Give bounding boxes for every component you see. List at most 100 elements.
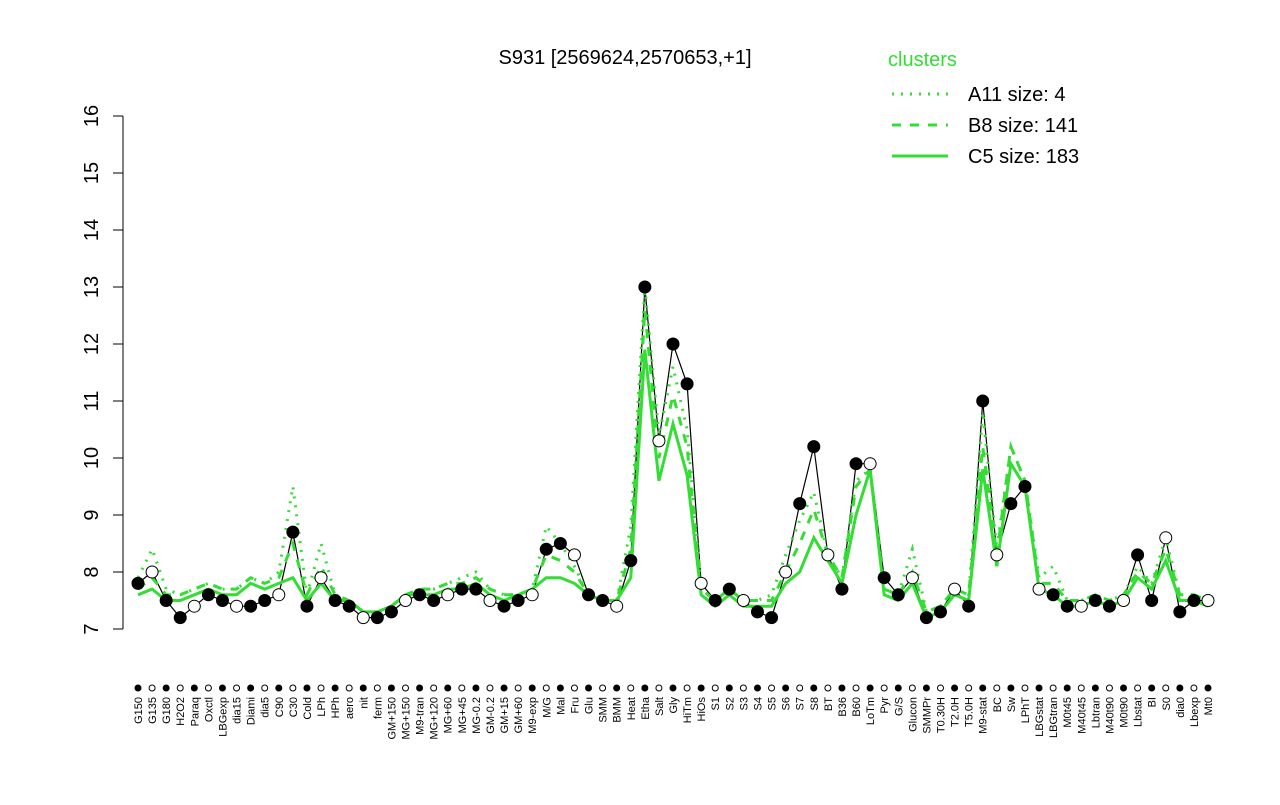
data-point <box>765 611 779 625</box>
data-point <box>821 548 835 562</box>
data-point <box>525 588 539 602</box>
x-marker <box>134 684 142 692</box>
x-tick-label: BMM <box>612 697 624 723</box>
x-tick-label: S1 <box>710 697 722 710</box>
x-tick-label: T5.0H <box>964 697 976 727</box>
x-tick-label: BC <box>992 697 1004 712</box>
x-marker <box>289 684 297 692</box>
data-point <box>736 594 750 607</box>
x-tick-label: S3 <box>738 697 750 710</box>
x-marker <box>655 684 663 692</box>
x-marker <box>641 684 649 692</box>
data-point <box>215 594 229 607</box>
x-marker <box>894 684 902 692</box>
x-tick-label: M9-exp <box>527 697 539 734</box>
x-tick-label: M/G <box>541 697 553 718</box>
x-marker <box>739 684 747 692</box>
x-marker <box>247 684 255 692</box>
x-marker <box>472 684 480 692</box>
data-point <box>413 588 427 602</box>
x-tick-label: SMM <box>598 697 610 723</box>
data-point <box>173 611 187 625</box>
data-point <box>1088 594 1102 607</box>
x-tick-label: H2O2 <box>175 697 187 726</box>
x-marker <box>402 684 409 692</box>
x-tick-label: S0 <box>1161 697 1173 710</box>
x-tick-label: G/S <box>893 697 905 716</box>
x-tick-label: G135 <box>147 697 159 724</box>
x-marker <box>1077 684 1085 692</box>
x-marker <box>810 684 818 692</box>
data-point <box>370 611 384 625</box>
data-point <box>652 434 666 448</box>
data-point <box>399 594 412 607</box>
data-point <box>708 594 722 607</box>
x-tick-label: Gly <box>668 697 680 714</box>
x-marker <box>697 684 705 692</box>
x-marker <box>345 684 353 692</box>
x-marker <box>1035 684 1043 692</box>
x-marker <box>782 684 790 692</box>
data-point <box>680 377 694 391</box>
data-point <box>849 457 863 471</box>
chart-title: S931 [2569624,2570653,+1] <box>498 47 751 69</box>
x-tick-label: MG+150 <box>401 697 413 740</box>
cluster-line <box>137 309 1209 614</box>
data-point <box>145 565 159 579</box>
x-marker <box>1204 684 1212 692</box>
y-tick-label: 7 <box>81 623 103 634</box>
x-marker <box>1162 684 1170 692</box>
data-point <box>553 537 567 550</box>
data-point <box>863 457 877 471</box>
data-point <box>1102 599 1116 613</box>
x-tick-label: BT <box>823 697 835 711</box>
x-tick-label: S6 <box>781 697 793 710</box>
data-point <box>779 565 793 579</box>
x-marker <box>852 684 860 692</box>
x-marker <box>1176 684 1184 692</box>
x-marker <box>1134 684 1142 692</box>
x-tick-label: LPh <box>316 697 328 717</box>
data-point <box>835 582 849 596</box>
data-point <box>384 605 398 619</box>
x-tick-label: Paraq <box>189 697 201 726</box>
data-point <box>976 394 990 408</box>
x-marker <box>613 684 621 692</box>
x-tick-label: C30 <box>288 697 300 717</box>
x-marker <box>1007 684 1015 692</box>
x-tick-label: LoTm <box>865 697 877 725</box>
x-marker <box>218 684 226 692</box>
data-point <box>272 588 286 602</box>
x-marker <box>556 684 564 692</box>
x-marker <box>866 684 874 692</box>
data-point <box>258 594 272 607</box>
data-point <box>1145 594 1159 607</box>
x-tick-label: Oxctl <box>203 697 215 722</box>
x-tick-label: Fru <box>569 697 581 714</box>
data-point <box>807 440 821 454</box>
y-tick-label: 12 <box>81 333 103 355</box>
y-tick-label: 14 <box>81 219 103 241</box>
x-marker <box>599 684 607 692</box>
data-point <box>610 599 624 613</box>
data-point <box>455 582 469 596</box>
x-marker <box>1105 684 1113 692</box>
y-tick-label: 15 <box>81 162 103 184</box>
x-marker <box>824 684 832 692</box>
x-marker <box>993 684 1001 692</box>
x-marker <box>148 684 156 692</box>
data-point <box>877 571 891 585</box>
data-point <box>891 588 905 602</box>
data-point <box>286 525 300 539</box>
x-tick-label: GM+15 <box>499 697 511 733</box>
legend-label: B8 size: 141 <box>968 115 1078 137</box>
x-marker <box>880 684 888 692</box>
x-tick-label: dia5 <box>260 697 272 718</box>
x-marker <box>585 684 593 692</box>
x-tick-label: SMMPr <box>921 697 933 734</box>
cluster-line <box>137 349 1209 620</box>
x-marker <box>796 684 804 692</box>
x-tick-label: LPhT <box>1020 697 1032 724</box>
data-point <box>919 611 933 625</box>
